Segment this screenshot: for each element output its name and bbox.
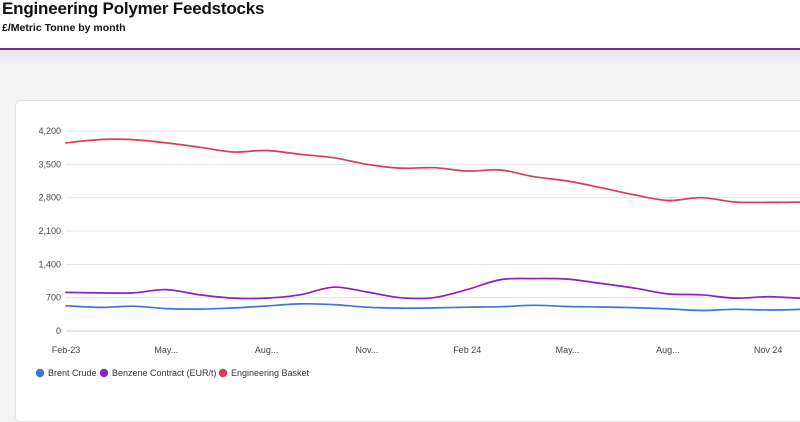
x-axis-ticks: Feb-23 May... Aug... Nov... Feb 24 May... Aug.… <box>52 345 783 355</box>
legend-item[interactable]: Engineering Basket <box>218 368 310 378</box>
header: Engineering Polymer Feedstocks £/Metric … <box>0 0 800 50</box>
legend-marker <box>35 368 45 378</box>
legend-marker <box>99 368 109 378</box>
line-chart: 0 700 1,400 2,100 2,800 3,500 4,200 Feb-23 May.… <box>35 126 800 378</box>
series-lines <box>65 138 800 312</box>
legend-item[interactable]: Brent Crude <box>35 368 97 378</box>
header-shadow <box>0 50 800 66</box>
y-axis-ticks: 0 700 1,400 2,100 2,800 3,500 4,200 <box>38 126 61 336</box>
legend-marker <box>218 368 228 378</box>
x-tick-label: Nov 24 <box>754 345 783 355</box>
x-tick-label: Nov... <box>355 345 378 355</box>
series-line-benzene-contract-eur-t <box>65 277 800 300</box>
page-subtitle: £/Metric Tonne by month <box>2 22 126 34</box>
y-tick-label: 1,400 <box>38 259 61 269</box>
legend-item[interactable]: Benzene Contract (EUR/t) <box>99 368 217 378</box>
x-tick-label: May... <box>154 345 178 355</box>
y-tick-label: 2,100 <box>38 226 61 236</box>
legend-label: Benzene Contract (EUR/t) <box>112 368 217 378</box>
x-tick-label: Aug... <box>656 345 680 355</box>
y-tick-label: 4,200 <box>38 126 61 136</box>
y-tick-label: 3,500 <box>38 159 61 169</box>
x-tick-label: Feb 24 <box>453 345 481 355</box>
x-tick-label: Aug... <box>255 345 279 355</box>
legend: Brent Crude Benzene Contract (EUR/t) Engin… <box>35 368 310 378</box>
chart-card <box>15 100 800 422</box>
y-tick-label: 700 <box>46 293 61 303</box>
x-tick-label: Feb-23 <box>52 345 81 355</box>
legend-label: Engineering Basket <box>231 368 310 378</box>
y-tick-label: 0 <box>56 326 61 336</box>
series-line-brent-crude <box>65 302 800 312</box>
page-title: Engineering Polymer Feedstocks <box>2 0 265 18</box>
grid-lines <box>66 130 800 332</box>
x-tick-label: May... <box>556 345 580 355</box>
legend-label: Brent Crude <box>48 368 97 378</box>
y-tick-label: 2,800 <box>38 193 61 203</box>
series-line-engineering-basket <box>65 138 800 204</box>
